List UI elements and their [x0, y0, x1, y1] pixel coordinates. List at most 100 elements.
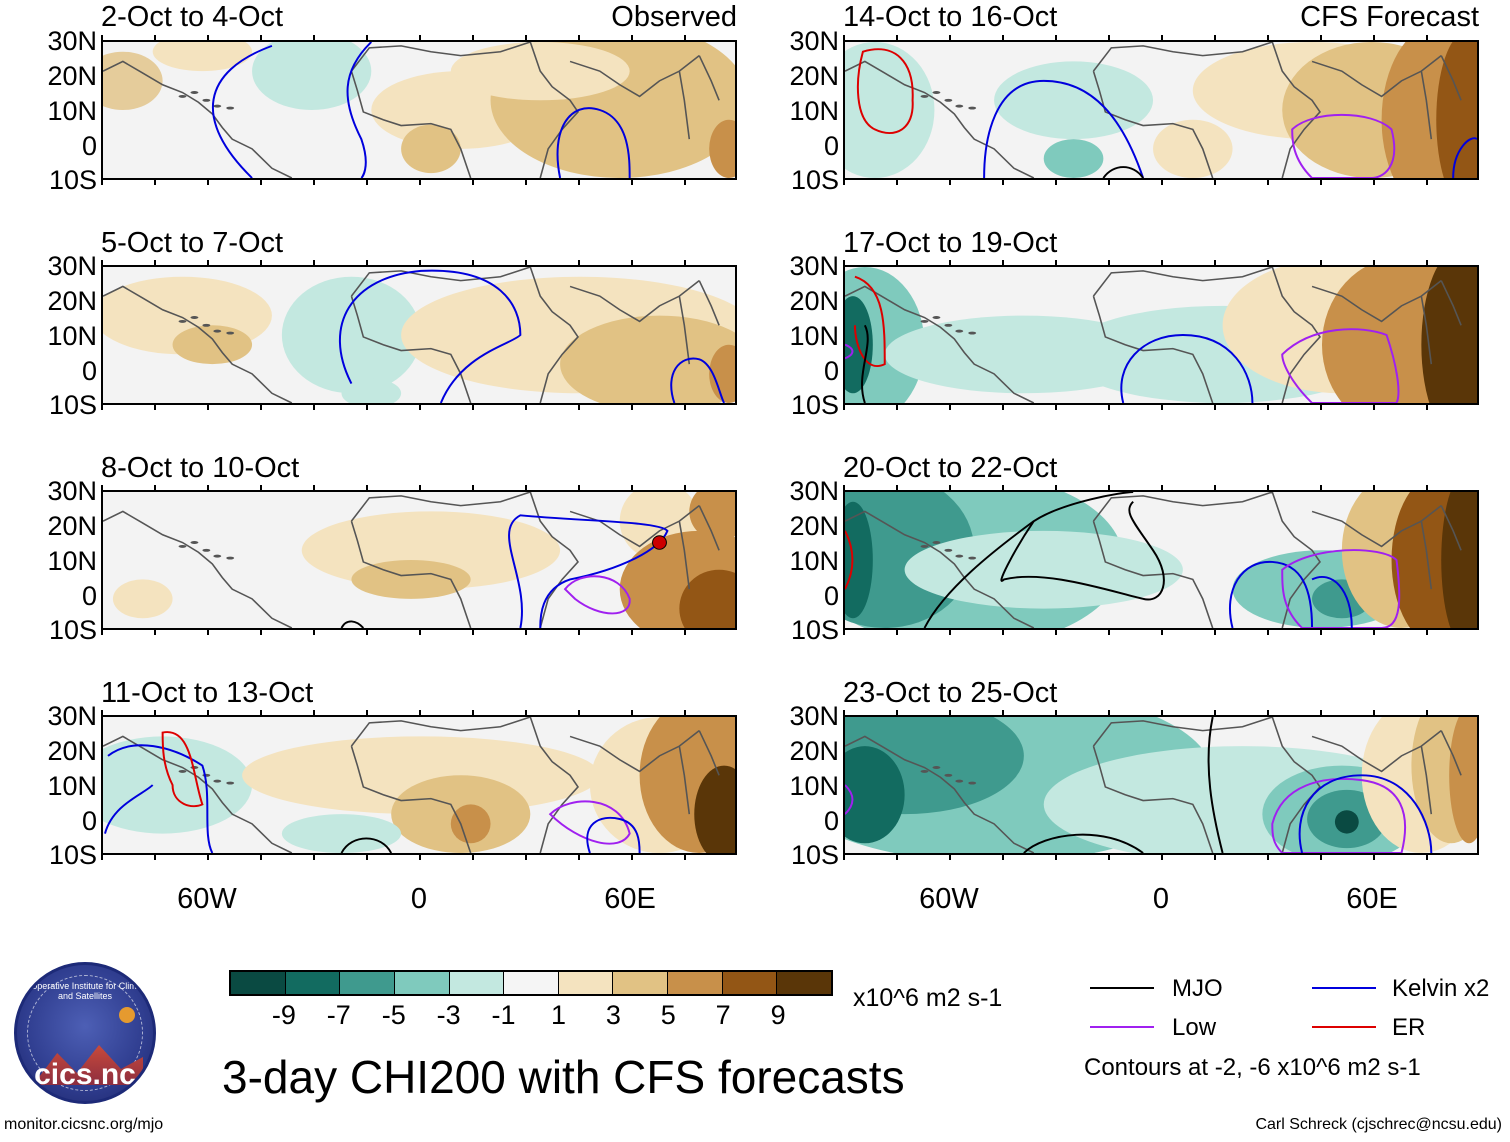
panel-title: 11-Oct to 13-Oct	[101, 677, 314, 709]
axis-tick	[631, 630, 633, 635]
axis-tick	[419, 180, 421, 185]
axis-tick	[1373, 855, 1375, 860]
axis-tick	[207, 710, 209, 715]
legend-label-low: Low	[1172, 1014, 1217, 1041]
axis-tick	[1108, 180, 1110, 185]
lat-label: 20N	[789, 736, 839, 766]
axis-tick	[101, 405, 103, 410]
axis-tick	[101, 855, 103, 860]
footer-url[interactable]: monitor.cicsnc.org/mjo	[4, 1116, 164, 1133]
axis-tick	[1055, 485, 1057, 490]
lat-label: 10S	[48, 390, 97, 420]
axis-tick	[1320, 710, 1322, 715]
axis-tick	[260, 35, 262, 40]
axis-tick	[154, 485, 156, 490]
axis-tick	[1055, 260, 1057, 265]
axis-tick	[1214, 630, 1216, 635]
map-panel-svg	[103, 267, 735, 403]
axis-tick	[1002, 630, 1004, 635]
colorbar-segment	[777, 972, 832, 994]
axis-tick	[207, 180, 209, 185]
axis-tick	[1108, 630, 1110, 635]
axis-tick	[1267, 405, 1269, 410]
axis-tick	[1267, 35, 1269, 40]
axis-tick	[578, 35, 580, 40]
axis-tick	[1108, 855, 1110, 860]
axis-tick	[1161, 180, 1163, 185]
axis-tick	[472, 180, 474, 185]
axis-tick	[1267, 180, 1269, 185]
axis-tick	[1108, 35, 1110, 40]
lat-label: 30N	[47, 701, 97, 731]
axis-tick	[1373, 710, 1375, 715]
axis-tick	[949, 630, 951, 635]
axis-tick	[101, 710, 103, 715]
axis-tick	[578, 855, 580, 860]
axis-tick	[1426, 260, 1428, 265]
axis-tick	[896, 180, 898, 185]
axis-tick	[1320, 405, 1322, 410]
axis-tick	[207, 630, 209, 635]
axis-tick	[1373, 180, 1375, 185]
axis-tick	[949, 405, 951, 410]
colorbar-segment	[504, 972, 559, 994]
axis-tick	[1161, 485, 1163, 490]
axis-tick	[896, 710, 898, 715]
axis-tick	[260, 485, 262, 490]
lat-label: 30N	[47, 251, 97, 281]
map-panel-svg	[845, 42, 1477, 178]
axis-tick	[843, 710, 845, 715]
axis-tick	[260, 405, 262, 410]
axis-tick	[843, 35, 845, 40]
axis-tick	[1055, 35, 1057, 40]
lon-label: 0	[410, 883, 428, 915]
axis-tick	[684, 630, 686, 635]
axis-tick	[843, 260, 845, 265]
axis-tick	[313, 710, 315, 715]
axis-tick	[1426, 630, 1428, 635]
axis-tick	[843, 485, 845, 490]
colorbar-units: x10^6 m2 s-1	[853, 984, 1003, 1012]
colorbar-segment	[613, 972, 669, 994]
lat-label: 10S	[790, 840, 839, 870]
axis-tick	[207, 855, 209, 860]
map-panel-svg	[845, 492, 1477, 628]
lat-label: 10S	[790, 390, 839, 420]
axis-tick	[366, 405, 368, 410]
axis-tick	[419, 35, 421, 40]
colorbar-segment	[231, 972, 286, 994]
axis-tick	[1161, 630, 1163, 635]
axis-tick	[313, 855, 315, 860]
axis-tick	[1002, 855, 1004, 860]
lat-label: 0	[81, 356, 97, 386]
axis-tick	[1055, 855, 1057, 860]
panel-title: 8-Oct to 10-Oct	[101, 452, 300, 484]
axis-tick	[1214, 35, 1216, 40]
axis-tick	[366, 485, 368, 490]
map-panel	[101, 715, 737, 855]
axis-tick	[1320, 485, 1322, 490]
axis-tick	[684, 485, 686, 490]
map-panel	[843, 715, 1479, 855]
axis-tick	[1161, 260, 1163, 265]
axis-tick	[896, 855, 898, 860]
axis-tick	[207, 260, 209, 265]
axis-tick	[631, 180, 633, 185]
logo-ring	[27, 975, 143, 1091]
panel-title: 14-Oct to 16-Oct	[843, 1, 1058, 33]
axis-tick	[366, 180, 368, 185]
colorbar-tick-label: -1	[491, 1000, 516, 1030]
axis-tick	[154, 260, 156, 265]
colorbar-segment	[558, 972, 614, 994]
axis-tick	[631, 260, 633, 265]
axis-tick	[1161, 405, 1163, 410]
axis-tick	[525, 260, 527, 265]
map-panel-svg	[103, 42, 735, 178]
axis-tick	[1320, 855, 1322, 860]
axis-tick	[260, 855, 262, 860]
axis-tick	[154, 180, 156, 185]
lat-label: 30N	[47, 26, 97, 56]
axis-tick	[260, 710, 262, 715]
map-panel-svg	[103, 717, 735, 853]
axis-tick	[1267, 630, 1269, 635]
